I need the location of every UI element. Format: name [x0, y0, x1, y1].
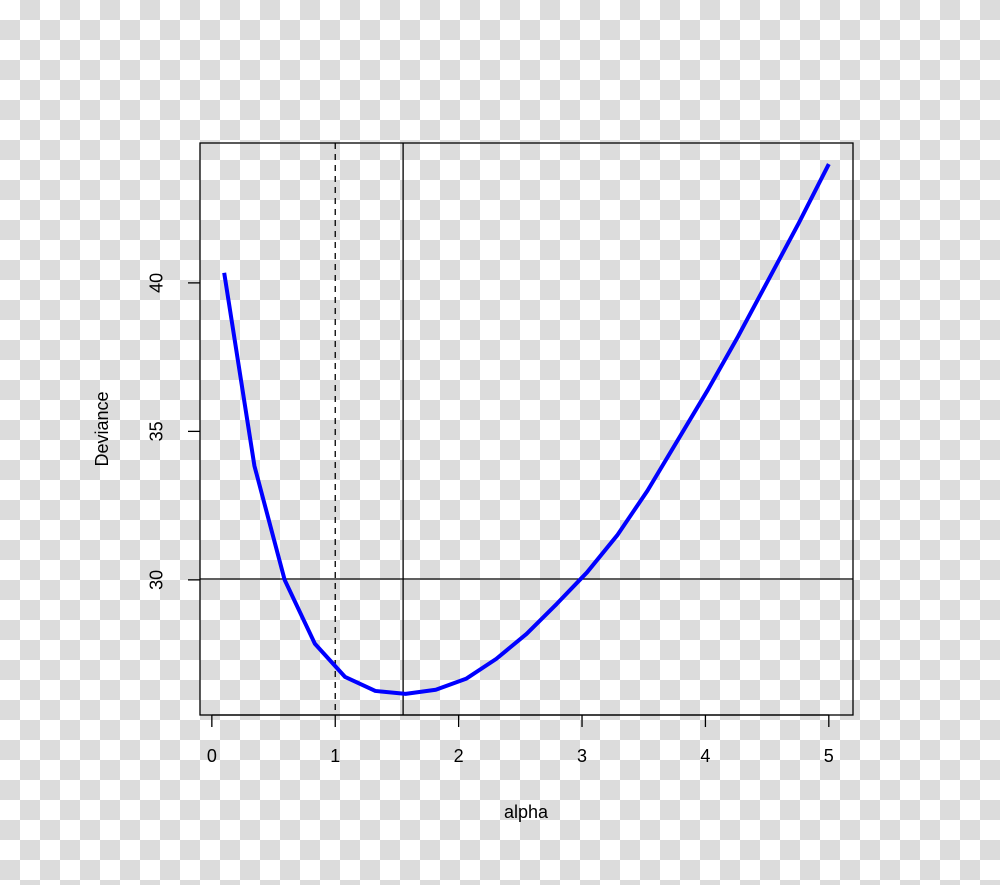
- x-tick-label: 3: [577, 746, 587, 766]
- x-tick-label: 0: [207, 746, 217, 766]
- x-tick-label: 5: [824, 746, 834, 766]
- y-axis-title: Deviance: [92, 391, 112, 466]
- plot-frame: [199, 142, 854, 716]
- y-tick-label: 30: [147, 570, 167, 590]
- x-tick-label: 4: [700, 746, 710, 766]
- y-tick-label: 35: [147, 421, 167, 441]
- y-tick-label: 40: [147, 273, 167, 293]
- x-axis-title: alpha: [504, 802, 549, 822]
- x-tick-label: 1: [330, 746, 340, 766]
- data-line: [222, 163, 831, 696]
- x-tick-label: 2: [454, 746, 464, 766]
